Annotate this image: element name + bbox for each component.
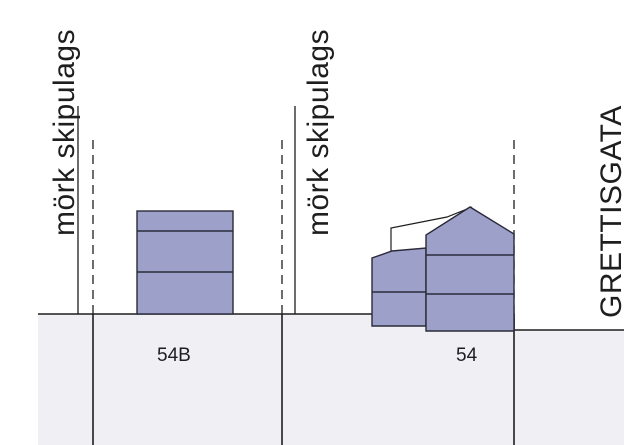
building-54b [136, 210, 234, 315]
right-wing [425, 206, 515, 332]
building-54 [371, 206, 515, 332]
ground-fill-left [38, 314, 514, 445]
building-body [136, 210, 234, 315]
planning-boundary-middle [281, 106, 296, 314]
ground-area [38, 313, 624, 445]
boundary-label-left: mörk skipulags [48, 29, 81, 236]
planning-boundary-left [77, 106, 94, 314]
street-label: GRETTISGATA [595, 105, 624, 318]
lot-number-right: 54 [456, 345, 478, 366]
boundary-label-middle: mörk skipulags [302, 29, 335, 236]
left-wing [371, 247, 427, 327]
lot-number-left: 54B [157, 345, 191, 366]
ground-fill-street [514, 330, 624, 445]
existing-roof-outline [390, 206, 473, 251]
